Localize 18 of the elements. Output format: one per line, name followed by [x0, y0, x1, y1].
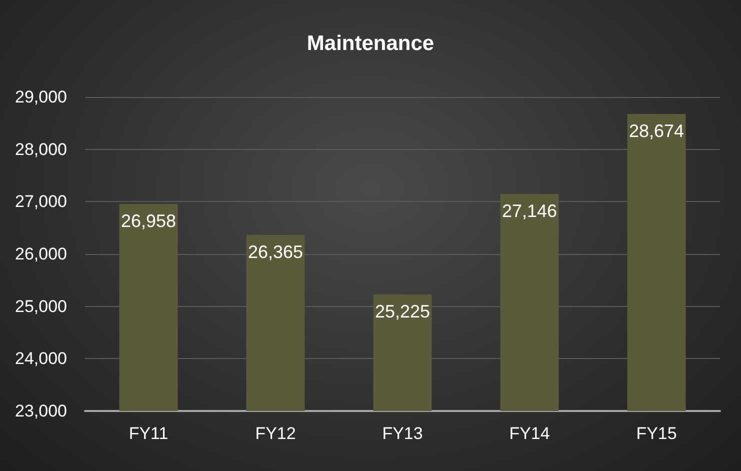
y-tick-label: 27,000	[15, 192, 67, 212]
data-label: 26,365	[248, 242, 304, 262]
y-tick-label: 28,000	[15, 140, 67, 159]
y-tick-label: 29,000	[15, 88, 67, 106]
x-tick-label: FY15	[636, 424, 677, 443]
x-tick-label: FY11	[128, 424, 168, 443]
x-tick-label: FY12	[255, 424, 296, 443]
y-tick-label: 26,000	[15, 244, 67, 264]
x-tick-label: FY14	[509, 424, 550, 443]
x-tick-label: FY13	[382, 424, 423, 443]
y-tick-label: 24,000	[15, 349, 67, 368]
data-label: 28,674	[628, 121, 684, 142]
y-tick-label: 25,000	[15, 296, 67, 316]
data-label: 26,958	[120, 210, 176, 231]
chart-title: Maintenance	[306, 32, 434, 55]
data-label: 25,225	[374, 302, 430, 322]
y-tick-label: 23,000	[15, 402, 67, 420]
data-label: 27,146	[502, 201, 558, 222]
